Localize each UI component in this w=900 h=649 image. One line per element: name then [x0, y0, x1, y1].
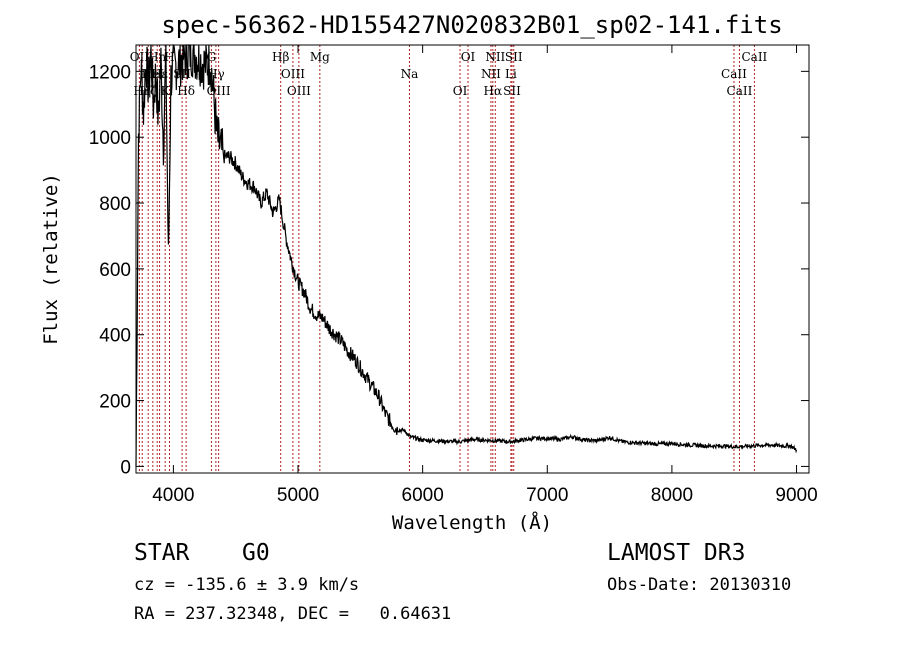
redshift-cz: cz = -135.6 ± 3.9 km/s — [134, 575, 360, 595]
line-marker-label: CaII — [721, 67, 747, 81]
line-marker-label: Mg — [310, 50, 330, 64]
line-marker-label: SII — [505, 50, 523, 64]
y-axis-label: Flux (relative) — [40, 173, 62, 345]
line-marker-label: H — [164, 50, 174, 64]
line-marker-label: Li — [505, 67, 517, 81]
survey-name: LAMOST DR3 — [607, 540, 746, 566]
line-marker-label: K — [161, 84, 171, 98]
y-tick-label: 1000 — [89, 128, 131, 149]
plot-frame — [135, 44, 810, 474]
y-tick-label: 600 — [99, 260, 131, 281]
line-marker-label: CaII — [727, 84, 753, 98]
y-tick-label: 400 — [99, 326, 131, 347]
obs-date: Obs-Date: 20130310 — [607, 575, 792, 595]
line-marker-label: NII — [481, 67, 501, 81]
y-tick-label: 0 — [120, 457, 131, 478]
ra-dec-coordinates: RA = 237.32348, DEC = 0.64631 — [134, 604, 452, 624]
line-marker-label: OI — [453, 84, 468, 98]
spectral-line-labels: OIIHηHζHeIHnHεKHSIIHδGHγOIIIHβOIIIOIIIMg… — [130, 50, 768, 98]
x-tick-label: 7000 — [526, 485, 568, 506]
line-marker-label: Hα — [484, 84, 503, 98]
object-subclass: G0 — [242, 540, 270, 566]
chart-title: spec-56362-HD155427N020832B01_sp02-141.f… — [161, 11, 782, 39]
x-tick-label: 9000 — [775, 485, 817, 506]
spectral-line-markers — [138, 45, 755, 473]
object-class: STAR — [134, 540, 190, 566]
line-marker-label: OI — [461, 50, 476, 64]
y-tick-label: 200 — [99, 392, 131, 413]
x-tick-label: 6000 — [402, 485, 444, 506]
line-marker-label: OII — [130, 50, 150, 64]
y-tick-label: 1200 — [89, 62, 131, 83]
line-marker-label: SII — [503, 84, 521, 98]
x-axis-ticks: 4000 5000 6000 7000 8000 9000 — [152, 45, 818, 506]
x-tick-label: 5000 — [277, 485, 319, 506]
y-axis-ticks: 0 200 400 600 800 1000 1200 — [89, 62, 809, 478]
line-marker-label: OIII — [281, 67, 305, 81]
line-marker-label: OIII — [207, 84, 231, 98]
line-marker-label: CaII — [741, 50, 767, 64]
line-marker-label: Na — [401, 67, 419, 81]
line-marker-label: OIII — [287, 84, 311, 98]
line-marker-label: NII — [485, 50, 505, 64]
y-tick-label: 800 — [99, 194, 131, 215]
x-axis-label: Wavelength (Å) — [392, 511, 552, 534]
spectrum-series-line — [135, 44, 798, 467]
line-marker-label: Hδ — [177, 84, 195, 98]
x-tick-label: 4000 — [152, 485, 194, 506]
x-tick-label: 8000 — [651, 485, 693, 506]
line-marker-label: Hβ — [272, 50, 289, 64]
line-marker-label: G — [207, 50, 217, 64]
